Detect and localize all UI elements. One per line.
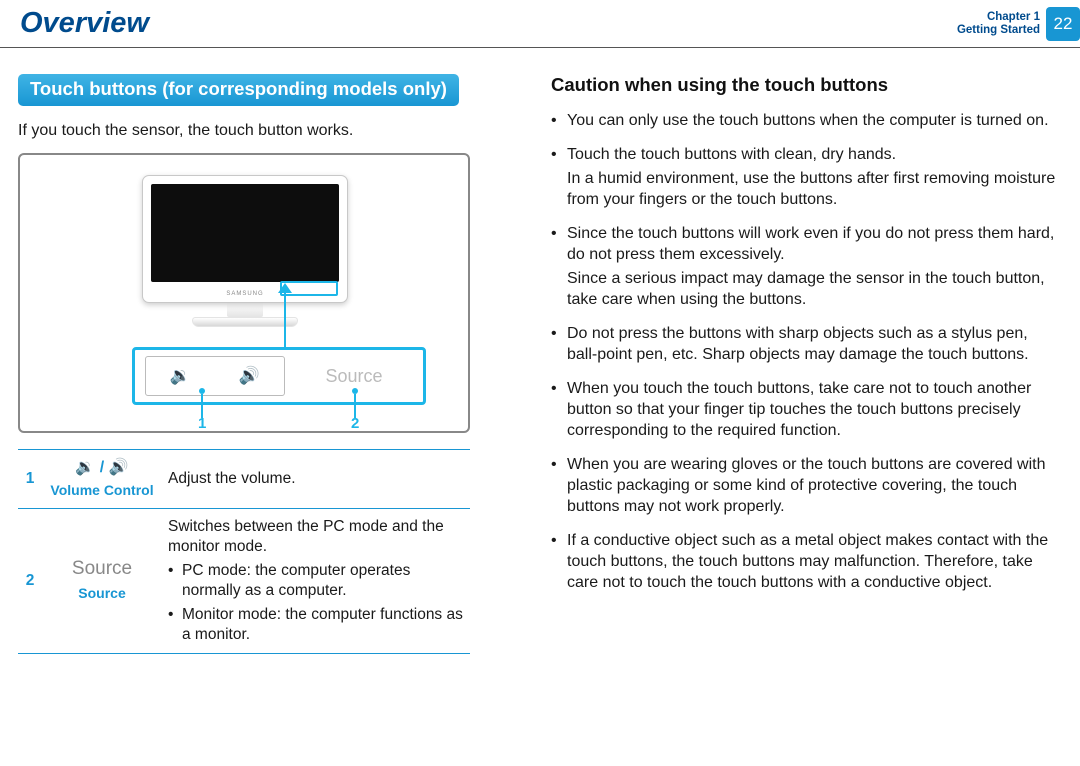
- row-label-big: Source: [48, 559, 156, 579]
- bullet: Monitor mode: the computer functions as …: [168, 605, 464, 645]
- chapter-line2: Getting Started: [957, 24, 1040, 37]
- callout-line: [284, 289, 286, 347]
- row-label: 🔉 / 🔊 Volume Control: [42, 450, 162, 509]
- row-index: 1: [18, 450, 42, 509]
- page-title: Overview: [20, 7, 149, 40]
- pin-label-1: 1: [198, 415, 206, 432]
- list-item: When you touch the touch buttons, take c…: [551, 378, 1060, 441]
- figure-touch-buttons: SAMSUNG 🔉 🔊 Source 1 2: [18, 153, 470, 433]
- item-text: When you touch the touch buttons, take c…: [567, 380, 1031, 439]
- item-text: Since the touch buttons will work even i…: [567, 225, 1054, 263]
- volume-down-icon: 🔉: [170, 366, 191, 386]
- row-desc: Switches between the PC mode and the mon…: [168, 517, 464, 557]
- caution-list: You can only use the touch buttons when …: [551, 110, 1060, 593]
- row-index: 2: [18, 509, 42, 654]
- row-label: Source Source: [42, 509, 162, 654]
- monitor-bezel: SAMSUNG: [142, 175, 348, 303]
- page-number-badge: 22: [1046, 7, 1080, 41]
- row-desc: Adjust the volume.: [162, 450, 470, 509]
- section-banner: Touch buttons (for corresponding models …: [18, 74, 459, 106]
- volume-up-icon: 🔊: [239, 366, 260, 386]
- item-text: Do not press the buttons with sharp obje…: [567, 325, 1029, 363]
- row-desc-cell: Switches between the PC mode and the mon…: [162, 509, 470, 654]
- chapter-badge: Chapter 1 Getting Started 22: [957, 0, 1080, 48]
- page-header: Overview Chapter 1 Getting Started 22: [0, 0, 1080, 48]
- monitor-stand: [227, 303, 263, 317]
- list-item: If a conductive object such as a metal o…: [551, 530, 1060, 593]
- touch-button-detail: 🔉 🔊 Source: [132, 347, 426, 405]
- monitor-base: [192, 317, 298, 327]
- right-column: Caution when using the touch buttons You…: [551, 74, 1060, 654]
- item-text: Touch the touch buttons with clean, dry …: [567, 146, 896, 163]
- list-item: When you are wearing gloves or the touch…: [551, 454, 1060, 517]
- volume-icons: 🔉 / 🔊: [48, 458, 156, 478]
- content-columns: Touch buttons (for corresponding models …: [0, 48, 1080, 654]
- bullet: PC mode: the computer operates normally …: [168, 561, 464, 601]
- intro-text: If you touch the sensor, the touch butto…: [18, 120, 527, 141]
- monitor-illustration: SAMSUNG: [142, 175, 348, 327]
- item-subtext: Since a serious impact may damage the se…: [567, 268, 1060, 310]
- source-label-detail: Source: [285, 366, 423, 387]
- chapter-line1: Chapter 1: [957, 11, 1040, 24]
- list-item: Do not press the buttons with sharp obje…: [551, 323, 1060, 365]
- left-column: Touch buttons (for corresponding models …: [18, 74, 527, 654]
- chapter-label: Chapter 1 Getting Started: [957, 11, 1040, 37]
- item-text: When you are wearing gloves or the touch…: [567, 456, 1046, 515]
- monitor-screen: [151, 184, 339, 282]
- list-item: Touch the touch buttons with clean, dry …: [551, 144, 1060, 210]
- item-text: If a conductive object such as a metal o…: [567, 532, 1048, 591]
- row-label-sub: Volume Control: [50, 482, 153, 498]
- row-label-sub: Source: [78, 585, 125, 601]
- table-row: 1 🔉 / 🔊 Volume Control Adjust the volume…: [18, 450, 470, 509]
- row-bullets: PC mode: the computer operates normally …: [168, 561, 464, 645]
- caution-heading: Caution when using the touch buttons: [551, 74, 1060, 96]
- table-row: 2 Source Source Switches between the PC …: [18, 509, 470, 654]
- item-text: You can only use the touch buttons when …: [567, 112, 1049, 129]
- item-subtext: In a humid environment, use the buttons …: [567, 168, 1060, 210]
- list-item: Since the touch buttons will work even i…: [551, 223, 1060, 310]
- monitor-brand-text: SAMSUNG: [226, 291, 263, 297]
- volume-icons-box: 🔉 🔊: [145, 356, 285, 396]
- pin-label-2: 2: [351, 415, 359, 432]
- touch-button-table: 1 🔉 / 🔊 Volume Control Adjust the volume…: [18, 449, 470, 654]
- list-item: You can only use the touch buttons when …: [551, 110, 1060, 131]
